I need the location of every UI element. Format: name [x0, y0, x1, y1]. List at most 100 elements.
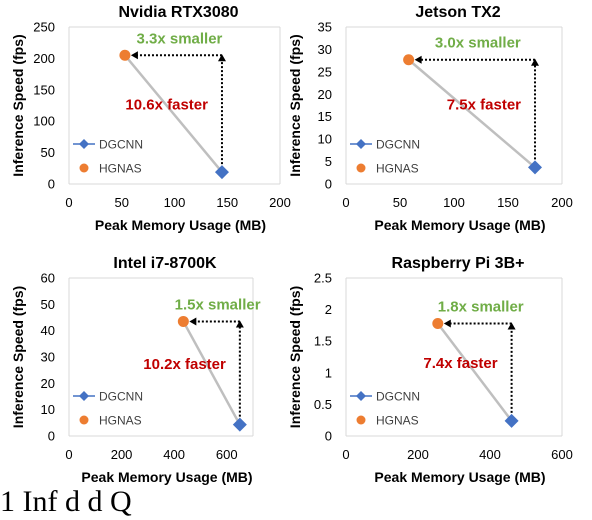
smaller-annotation: 3.0x smaller: [435, 35, 521, 52]
smaller-annotation: 3.3x smaller: [136, 30, 222, 47]
faster-annotation: 7.5x faster: [447, 97, 521, 114]
y-tick-label: 10: [41, 402, 55, 417]
dgcnn-point: [528, 160, 542, 175]
chart-panel-4: Raspberry Pi 3B+ 0 0.5 1 1.5 2 2.5 0 200 400 600 Pe…: [287, 255, 573, 485]
x-tick-label: 0: [342, 447, 349, 462]
x-tick-label: 200: [111, 447, 133, 462]
arrowhead-left: [443, 319, 451, 328]
y-tick-label: 10: [318, 132, 332, 147]
y-tick-label: 30: [318, 42, 332, 57]
legend-hgnas-marker: [79, 163, 89, 173]
arrowhead-left: [130, 51, 138, 60]
x-tick-label: 100: [164, 195, 186, 210]
x-tick-label: 50: [393, 195, 407, 210]
legend-dgcnn-label: DGCNN: [99, 138, 143, 152]
x-tick-label: 50: [115, 195, 129, 210]
y-tick-label: 0: [325, 429, 332, 444]
legend-hgnas-label: HGNAS: [99, 414, 142, 428]
y-axis-label: Inference Speed (fps): [10, 286, 26, 428]
x-tick-label: 600: [551, 447, 573, 462]
legend-hgnas-marker: [79, 415, 89, 425]
connector-line: [407, 58, 536, 169]
y-tick-label: 20: [318, 87, 332, 102]
y-axis-label: Inference Speed (fps): [287, 34, 303, 176]
chart-panel-1: Nvidia RTX3080 0 50 100 150 200 250 0 50 100 150 20…: [10, 4, 291, 233]
faster-annotation: 10.2x faster: [143, 356, 226, 373]
x-axis-label: Peak Memory Usage (MB): [374, 217, 545, 233]
y-tick-label: 0.5: [314, 397, 332, 412]
x-tick-label: 600: [216, 447, 238, 462]
y-tick-label: 150: [33, 82, 55, 97]
arrowhead-left: [414, 55, 422, 64]
smaller-annotation: 1.5x smaller: [175, 296, 261, 313]
x-tick-label: 100: [443, 195, 465, 210]
hgnas-point: [403, 54, 415, 66]
smaller-annotation: 1.8x smaller: [438, 299, 524, 316]
y-tick-label: 100: [33, 114, 55, 129]
y-tick-label: 50: [41, 297, 55, 312]
x-axis-label: Peak Memory Usage (MB): [374, 469, 545, 485]
arrowhead-up: [531, 58, 539, 66]
legend-hgnas-label: HGNAS: [99, 162, 142, 176]
dgcnn-point: [214, 165, 229, 180]
x-tick-label: 200: [407, 447, 429, 462]
hgnas-point: [119, 49, 131, 61]
dgcnn-point: [232, 417, 247, 432]
connector-line: [123, 54, 223, 173]
y-tick-label: 20: [41, 376, 55, 391]
x-tick-label: 0: [65, 195, 72, 210]
caption-fragment: 1 Inf d d Q: [0, 485, 132, 518]
hgnas-point: [432, 318, 444, 330]
chart-title: Raspberry Pi 3B+: [392, 255, 525, 272]
x-axis-label: Peak Memory Usage (MB): [81, 469, 252, 485]
y-tick-label: 200: [33, 51, 55, 66]
x-tick-label: 150: [216, 195, 238, 210]
y-tick-label: 25: [318, 64, 332, 79]
y-tick-label: 15: [318, 109, 332, 124]
y-tick-label: 5: [325, 154, 332, 169]
legend-hgnas-marker: [356, 415, 366, 425]
legend-dgcnn-marker: [356, 139, 366, 149]
x-tick-label: 0: [65, 447, 72, 462]
x-tick-label: 200: [269, 195, 291, 210]
legend-dgcnn-label: DGCNN: [99, 390, 143, 404]
chart-title: Nvidia RTX3080: [118, 4, 238, 21]
y-tick-label: 2.5: [314, 271, 332, 286]
y-tick-label: 1.5: [314, 334, 332, 349]
faster-annotation: 10.6x faster: [125, 97, 208, 114]
y-tick-label: 60: [41, 271, 55, 286]
arrowhead-up: [217, 54, 226, 62]
legend-dgcnn-marker: [356, 391, 366, 401]
chart-title: Intel i7-8700K: [113, 255, 217, 272]
chart-title: Jetson TX2: [415, 4, 500, 21]
legend-dgcnn-marker: [79, 391, 89, 401]
y-tick-label: 30: [41, 350, 55, 365]
hgnas-point: [177, 315, 189, 327]
x-tick-label: 0: [342, 195, 349, 210]
y-axis-label: Inference Speed (fps): [10, 34, 26, 176]
y-tick-label: 250: [33, 20, 55, 35]
x-tick-label: 150: [497, 195, 519, 210]
dgcnn-point: [504, 413, 519, 428]
y-axis-label: Inference Speed (fps): [287, 286, 303, 428]
legend-dgcnn-marker: [79, 139, 89, 149]
legend-dgcnn-label: DGCNN: [376, 390, 420, 404]
connector-line: [436, 322, 513, 422]
legend-hgnas-label: HGNAS: [376, 414, 419, 428]
connector-line: [182, 320, 241, 426]
legend-dgcnn-label: DGCNN: [376, 138, 420, 152]
x-tick-label: 400: [163, 447, 185, 462]
x-tick-label: 200: [551, 195, 573, 210]
y-tick-label: 50: [41, 145, 55, 160]
legend-hgnas-marker: [356, 163, 366, 173]
faster-annotation: 7.4x faster: [423, 355, 497, 372]
y-tick-label: 0: [325, 177, 332, 192]
y-tick-label: 0: [48, 429, 55, 444]
y-tick-label: 0: [48, 177, 55, 192]
x-axis-label: Peak Memory Usage (MB): [95, 217, 266, 233]
y-tick-label: 2: [325, 302, 332, 317]
y-tick-label: 35: [318, 20, 332, 35]
arrowhead-up: [507, 322, 516, 330]
